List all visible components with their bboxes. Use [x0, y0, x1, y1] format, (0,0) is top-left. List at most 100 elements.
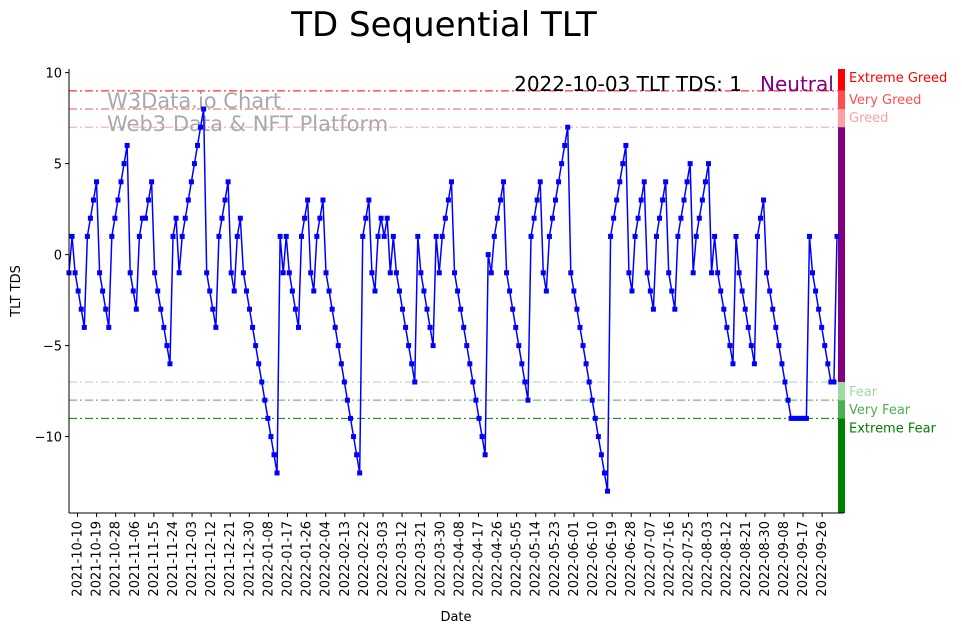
data-point	[525, 397, 531, 403]
watermark: W3Data.io Chart Web3 Data & NFT Platform	[107, 89, 388, 136]
data-point	[684, 179, 690, 185]
x-tick-label-16: 2022-03-03	[376, 521, 391, 597]
threshold-lines	[69, 90, 838, 419]
data-point	[653, 233, 659, 239]
data-point	[78, 306, 84, 312]
data-point	[240, 270, 246, 276]
data-point	[283, 233, 289, 239]
data-point	[363, 215, 369, 221]
data-point	[758, 215, 764, 221]
watermark-line-2: Web3 Data & NFT Platform	[107, 112, 388, 136]
data-point	[476, 415, 482, 421]
data-point	[176, 270, 182, 276]
data-point	[800, 415, 806, 421]
data-point	[262, 397, 268, 403]
x-tick-label-11: 2022-01-17	[281, 521, 296, 597]
data-point	[696, 215, 702, 221]
x-tick-label-10: 2022-01-08	[261, 521, 276, 597]
series-line	[68, 108, 838, 492]
data-point	[565, 124, 571, 130]
data-point	[745, 324, 751, 330]
x-tick-label-21: 2022-04-17	[471, 521, 486, 597]
data-point	[675, 233, 681, 239]
watermark-line-1: W3Data.io Chart	[107, 89, 281, 113]
data-point	[690, 270, 696, 276]
data-point	[372, 288, 378, 294]
data-point	[295, 324, 301, 330]
x-tick-label-9: 2021-12-30	[242, 521, 257, 597]
x-tick-label-32: 2022-07-25	[681, 521, 696, 597]
data-point	[751, 361, 757, 367]
data-point	[106, 324, 112, 330]
data-point	[265, 415, 271, 421]
data-point	[360, 233, 366, 239]
data-point	[473, 397, 479, 403]
data-point	[277, 233, 283, 239]
data-point	[574, 306, 580, 312]
data-point	[109, 233, 115, 239]
data-point	[84, 233, 90, 239]
data-point	[479, 434, 485, 440]
data-point	[369, 270, 375, 276]
data-point	[188, 179, 194, 185]
data-point	[164, 343, 170, 349]
annotation-text: 2022-10-03 TLT TDS: 1	[514, 72, 742, 96]
data-point	[705, 161, 711, 167]
data-point	[421, 288, 427, 294]
data-point	[455, 288, 461, 294]
x-tick-label-18: 2022-03-21	[414, 521, 429, 597]
data-point	[409, 361, 415, 367]
data-point	[537, 179, 543, 185]
data-point	[94, 179, 100, 185]
zone-label-2: Greed	[849, 111, 888, 126]
data-point	[445, 197, 451, 203]
zone-bar-6	[838, 418, 845, 513]
data-point	[733, 233, 739, 239]
zone-label-1: Very Greed	[849, 93, 921, 108]
data-point	[641, 179, 647, 185]
data-point	[601, 470, 607, 476]
y-axis-label: TLT TDS	[9, 265, 24, 318]
data-point	[130, 288, 136, 294]
x-tick-label-39: 2022-09-26	[815, 521, 830, 597]
data-point	[819, 324, 825, 330]
data-point	[161, 324, 167, 330]
data-point	[87, 215, 93, 221]
data-point	[797, 415, 803, 421]
data-point	[170, 233, 176, 239]
x-tick-label-19: 2022-03-30	[433, 521, 448, 597]
data-point	[718, 288, 724, 294]
zone-label-4: Fear	[849, 385, 878, 400]
data-point	[418, 270, 424, 276]
x-tick-label-6: 2021-12-03	[185, 521, 200, 597]
data-point	[378, 215, 384, 221]
x-tick-label-27: 2022-06-10	[586, 521, 601, 597]
data-point	[384, 215, 390, 221]
data-point	[247, 306, 253, 312]
x-tick-label-7: 2021-12-12	[204, 521, 219, 597]
data-point	[583, 361, 589, 367]
data-point	[375, 233, 381, 239]
data-point	[494, 215, 500, 221]
data-point	[810, 270, 816, 276]
data-point	[219, 215, 225, 221]
data-point	[354, 452, 360, 458]
data-point	[204, 270, 210, 276]
data-point	[191, 161, 197, 167]
data-point	[522, 379, 528, 385]
data-point	[335, 343, 341, 349]
data-point	[461, 324, 467, 330]
data-point	[381, 233, 387, 239]
data-point	[702, 179, 708, 185]
data-point	[644, 270, 650, 276]
data-point	[75, 288, 81, 294]
data-point	[311, 288, 317, 294]
data-point	[97, 270, 103, 276]
data-point	[764, 270, 770, 276]
data-point	[433, 233, 439, 239]
data-point	[124, 142, 130, 148]
latest-annotation: 2022-10-03 TLT TDS: 1 Neutral	[514, 72, 834, 96]
y-tick-label-4: −10	[35, 431, 62, 446]
data-point	[761, 197, 767, 203]
data-point	[629, 288, 635, 294]
